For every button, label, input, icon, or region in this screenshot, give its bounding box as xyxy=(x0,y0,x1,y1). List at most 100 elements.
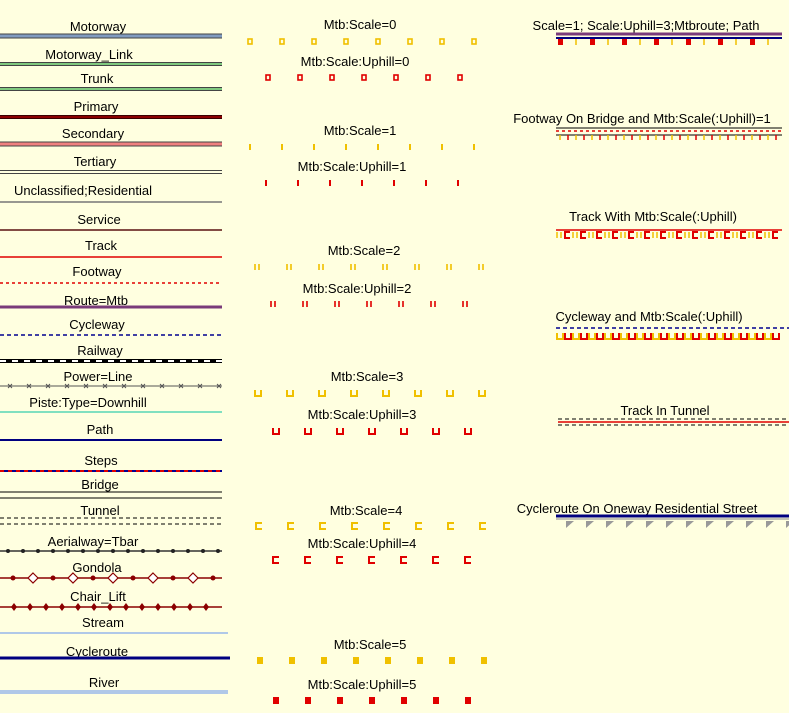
scale-2-mark xyxy=(350,264,356,270)
power-line-mark xyxy=(26,383,32,389)
scale-4-mark xyxy=(464,556,471,564)
legend-label-combo-cycleway: Cycleway and Mtb:Scale(:Uphill) xyxy=(555,309,743,324)
scale-3-mark xyxy=(272,428,280,435)
scale-3-mark xyxy=(286,390,294,397)
scale-4-mark xyxy=(479,522,486,530)
chair-lift-pylon xyxy=(107,603,113,611)
aerialway-pylon xyxy=(201,549,205,553)
scale-5-mark xyxy=(353,657,359,664)
legend-label-uphill-5: Mtb:Scale:Uphill=5 xyxy=(307,677,417,692)
combo-cycle-scale-mark xyxy=(716,333,724,340)
oneway-arrow-icon xyxy=(726,521,734,528)
legend-label-steps: Steps xyxy=(84,453,118,468)
combo-cycle-uphill-mark xyxy=(740,333,748,340)
legend-label-motorway-link: Motorway_Link xyxy=(45,47,133,62)
scale-2-mark xyxy=(478,264,484,270)
scale-2-mark xyxy=(462,301,468,307)
power-line-mark xyxy=(216,383,222,389)
gondola-cabin xyxy=(27,572,39,584)
combo-cycle-scale-mark xyxy=(652,333,660,340)
scale-0-mark xyxy=(297,74,303,81)
scale-3-mark xyxy=(368,428,376,435)
legend-label-combo-oneway: Cycleroute On Oneway Residential Street xyxy=(516,501,758,516)
power-line-mark xyxy=(102,383,108,389)
combo-cycle-scale-mark xyxy=(732,333,740,340)
combo-cycle-scale-mark xyxy=(764,333,772,340)
combo-track-uphill-mark xyxy=(708,231,714,239)
chair-lift-pylon xyxy=(171,603,177,611)
legend-label-uphill-0: Mtb:Scale:Uphill=0 xyxy=(300,54,410,69)
mtb-scale-symbols xyxy=(247,38,487,704)
oneway-arrow-icon xyxy=(666,521,674,528)
legend-label-tunnel: Tunnel xyxy=(80,503,120,518)
legend-label-chair-lift: Chair_Lift xyxy=(70,589,126,604)
power-line-mark xyxy=(197,383,203,389)
scale-0-mark xyxy=(279,38,285,45)
scale-3-mark xyxy=(478,390,486,397)
oneway-arrow-icon xyxy=(746,521,754,528)
chair-lift-pylon xyxy=(155,603,161,611)
power-line-mark xyxy=(178,383,184,389)
oneway-arrow-icon xyxy=(586,521,594,528)
scale-5-mark xyxy=(257,657,263,664)
combo-track-uphill-mark xyxy=(580,231,586,239)
aerialway-pylon xyxy=(21,549,25,553)
scale-0-mark xyxy=(471,38,477,45)
scale-3-mark xyxy=(446,390,454,397)
gondola-pylon xyxy=(90,575,96,581)
aerialway-pylon xyxy=(36,549,40,553)
oneway-arrow-icon xyxy=(566,521,574,528)
scale-5-mark xyxy=(481,657,487,664)
scale-2-mark xyxy=(254,264,260,270)
legend-label-combo-path: Scale=1; Scale:Uphill=3;Mtbroute; Path xyxy=(532,18,760,33)
combo-path-uphill-mark xyxy=(590,39,595,45)
scale-5-mark xyxy=(337,697,343,704)
chair-lift-pylon xyxy=(75,603,81,611)
aerialway-pylon xyxy=(126,549,130,553)
scale-5-mark xyxy=(465,697,471,704)
combo-track-uphill-mark xyxy=(772,231,778,239)
scale-3-mark xyxy=(336,428,344,435)
scale-2-mark xyxy=(302,301,308,307)
combo-track-uphill-mark xyxy=(740,231,746,239)
combo-cycle-scale-mark xyxy=(684,333,692,340)
combo-cycle-uphill-mark xyxy=(660,333,668,340)
combo-path-uphill-mark xyxy=(718,39,723,45)
legend-label-gondola: Gondola xyxy=(72,560,122,575)
scale-2-mark xyxy=(318,264,324,270)
combo-cycle-uphill-mark xyxy=(564,333,572,340)
power-line-mark xyxy=(121,383,127,389)
legend-label-footway: Footway xyxy=(72,264,122,279)
legend-label-cycleroute: Cycleroute xyxy=(65,644,129,659)
scale-4-mark xyxy=(272,556,279,564)
chair-lift-pylon xyxy=(187,603,193,611)
combo-track-uphill-mark xyxy=(564,231,570,239)
scale-2-mark xyxy=(286,264,292,270)
scale-5-mark xyxy=(417,657,423,664)
power-line-mark xyxy=(140,383,146,389)
oneway-arrow-icon xyxy=(706,521,714,528)
combo-track-scale-mark xyxy=(748,232,754,238)
combo-cycle-scale-mark xyxy=(556,333,564,340)
scale-5-mark xyxy=(449,657,455,664)
scale-4-mark xyxy=(400,556,407,564)
legend-label-secondary: Secondary xyxy=(61,126,125,141)
oneway-arrow-icon xyxy=(786,521,789,528)
chair-lift-pylon xyxy=(203,603,209,611)
oneway-arrow-icon xyxy=(686,521,694,528)
combo-track-uphill-mark xyxy=(756,231,762,239)
legend-label-trunk: Trunk xyxy=(80,71,114,86)
combo-cycle-scale-mark xyxy=(748,333,756,340)
legend-label-stream: Stream xyxy=(82,615,124,630)
gondola-cabin xyxy=(187,572,199,584)
combo-track-scale-mark xyxy=(652,232,658,238)
combo-path-uphill-mark xyxy=(558,39,563,45)
scale-2-mark xyxy=(398,301,404,307)
scale-2-mark xyxy=(382,264,388,270)
combo-track-scale-mark xyxy=(620,232,626,238)
scale-4-mark xyxy=(255,522,262,530)
combo-cycle-uphill-mark xyxy=(612,333,620,340)
chair-lift-pylon xyxy=(11,603,17,611)
scale-5-mark xyxy=(305,697,311,704)
